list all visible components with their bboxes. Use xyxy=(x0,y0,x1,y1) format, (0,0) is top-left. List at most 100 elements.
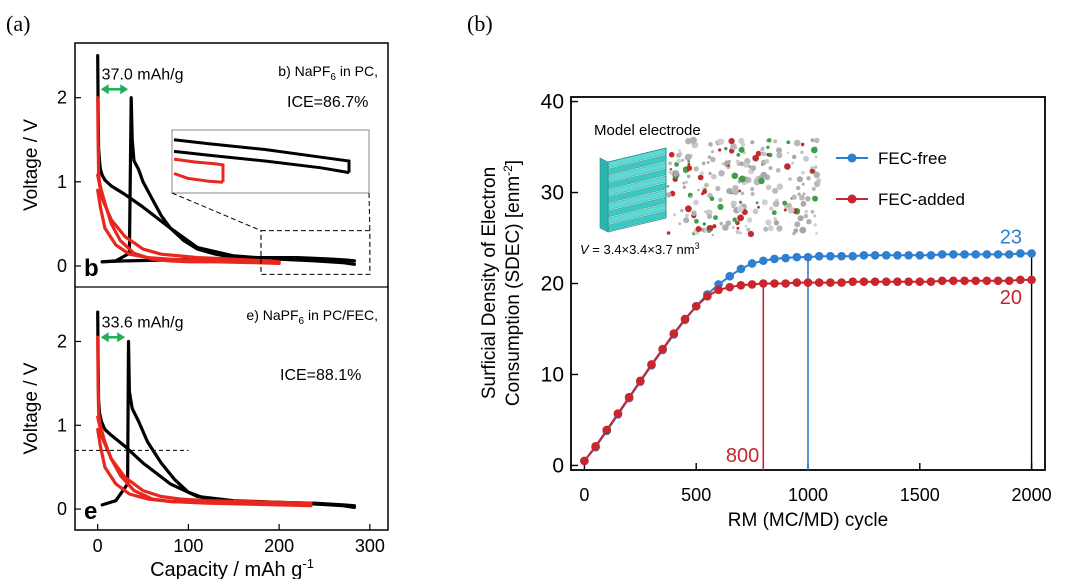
electrolyte-molecule xyxy=(767,138,772,143)
electrolyte-molecule xyxy=(757,205,760,209)
electrolyte-molecule xyxy=(678,149,681,152)
curve-red-charge xyxy=(96,415,313,505)
electrolyte-molecule xyxy=(715,185,721,192)
data-point xyxy=(747,259,757,268)
electrolyte-molecule xyxy=(815,232,818,235)
electrolyte-molecule xyxy=(773,217,777,221)
electrolyte-molecule xyxy=(813,180,821,188)
electrolyte-molecule xyxy=(735,159,740,164)
data-point xyxy=(926,277,936,286)
electrolyte-molecule xyxy=(694,218,699,224)
electrolyte-molecule xyxy=(711,173,717,180)
electrolyte-molecule xyxy=(738,175,746,183)
electrolyte-molecule xyxy=(683,217,690,224)
electrode-side xyxy=(599,157,609,233)
electrolyte-molecule xyxy=(672,170,680,177)
electrolyte-molecule xyxy=(792,154,797,160)
electrolyte-molecule xyxy=(717,138,725,145)
electrolyte-subscript: 6 xyxy=(299,316,305,327)
data-point xyxy=(982,276,992,286)
electrolyte-molecule xyxy=(765,184,772,191)
capacity-arrow-head-left xyxy=(100,332,109,343)
data-point xyxy=(904,250,913,260)
electrolyte-molecule xyxy=(804,209,808,214)
electrolyte-molecule xyxy=(788,177,792,181)
electrolyte-molecule xyxy=(740,191,745,196)
electrolyte-prefix: b) NaPF xyxy=(278,63,330,79)
electrolyte-molecule xyxy=(811,186,816,191)
legend-marker xyxy=(847,194,857,204)
y-tick-label: 2 xyxy=(57,88,67,108)
data-point xyxy=(803,278,813,287)
electrolyte-molecule xyxy=(684,180,689,184)
electrolyte-molecule xyxy=(799,194,805,201)
electrolyte-molecule xyxy=(718,197,723,203)
data-point xyxy=(624,392,634,402)
electrolyte-molecule xyxy=(708,142,713,147)
electrolyte-molecule xyxy=(801,142,805,147)
series-red xyxy=(580,275,1036,466)
x-tick-label: 500 xyxy=(681,485,711,505)
data-point xyxy=(837,278,846,287)
curve-red-loop xyxy=(96,188,281,265)
electrolyte-molecule xyxy=(760,147,765,152)
data-point xyxy=(926,250,936,260)
data-point xyxy=(893,277,902,286)
electrolyte-molecule xyxy=(794,221,801,228)
data-point xyxy=(725,282,735,292)
electrolyte-molecule xyxy=(718,170,725,177)
electrolyte-molecule xyxy=(802,192,806,196)
x-tick-label: 2000 xyxy=(1012,485,1052,505)
data-point xyxy=(770,254,779,264)
data-point xyxy=(949,250,958,259)
x-axis-label: RM (MC/MD) cycle xyxy=(728,510,888,531)
electrolyte-molecule xyxy=(699,171,704,176)
electrolyte-molecule xyxy=(813,171,821,179)
electrolyte-suffix: in PC/FEC, xyxy=(304,307,378,323)
electrolyte-molecule xyxy=(735,220,738,224)
y-axis-label-line1: Surficial Density of Electron xyxy=(479,167,500,399)
electrolyte-molecule xyxy=(685,138,692,145)
data-point xyxy=(881,277,891,286)
data-point xyxy=(736,281,746,290)
data-point xyxy=(781,279,790,288)
electrolyte-molecule xyxy=(695,226,702,232)
electrolyte-molecule xyxy=(762,176,766,180)
electrolyte-molecule xyxy=(708,171,712,176)
electrolyte-molecule xyxy=(801,170,805,175)
electrolyte-molecule xyxy=(814,137,820,144)
electrolyte-molecule xyxy=(760,171,768,179)
capacity-arrow-label: 33.6 mAh/g xyxy=(102,314,184,331)
data-point xyxy=(993,276,1003,286)
electrolyte-molecule xyxy=(685,205,692,213)
x-tick-label: 0 xyxy=(579,485,589,505)
y-tick-label: 30 xyxy=(541,182,564,205)
inset-volume-label: V = 3.4×3.4×3.7 nm3 xyxy=(580,241,700,257)
electrolyte-molecule xyxy=(763,226,769,232)
electrolyte-molecule xyxy=(813,223,817,227)
series-end-label: 20 xyxy=(1000,287,1022,309)
electrolyte-molecule xyxy=(800,150,804,154)
electrolyte-molecule xyxy=(776,152,783,159)
y-axis-label-line2: Consumption (SDEC) [enm-2] xyxy=(501,160,524,406)
electrolyte-molecule xyxy=(793,228,799,234)
data-point xyxy=(1016,249,1025,258)
data-point xyxy=(982,250,992,259)
electrolyte-molecule xyxy=(769,206,774,211)
x-axis-label-sup: -1 xyxy=(302,556,314,571)
electrolyte-molecule xyxy=(761,199,768,206)
data-point xyxy=(848,277,858,286)
electrolyte-molecule xyxy=(747,230,755,238)
electrolyte-molecule xyxy=(684,153,692,161)
inset-curve-black-lower xyxy=(173,149,350,175)
electrolyte-molecule xyxy=(738,137,745,144)
electrolyte-molecule xyxy=(809,168,815,174)
electrolyte-molecule xyxy=(800,200,807,207)
data-point xyxy=(680,314,690,324)
electrolyte-subscript: 6 xyxy=(330,72,336,83)
data-point xyxy=(870,250,880,260)
electrolyte-molecule xyxy=(791,161,795,165)
electrolyte-molecule xyxy=(803,213,809,219)
data-point xyxy=(781,253,790,263)
electrolyte-molecule xyxy=(747,217,753,223)
